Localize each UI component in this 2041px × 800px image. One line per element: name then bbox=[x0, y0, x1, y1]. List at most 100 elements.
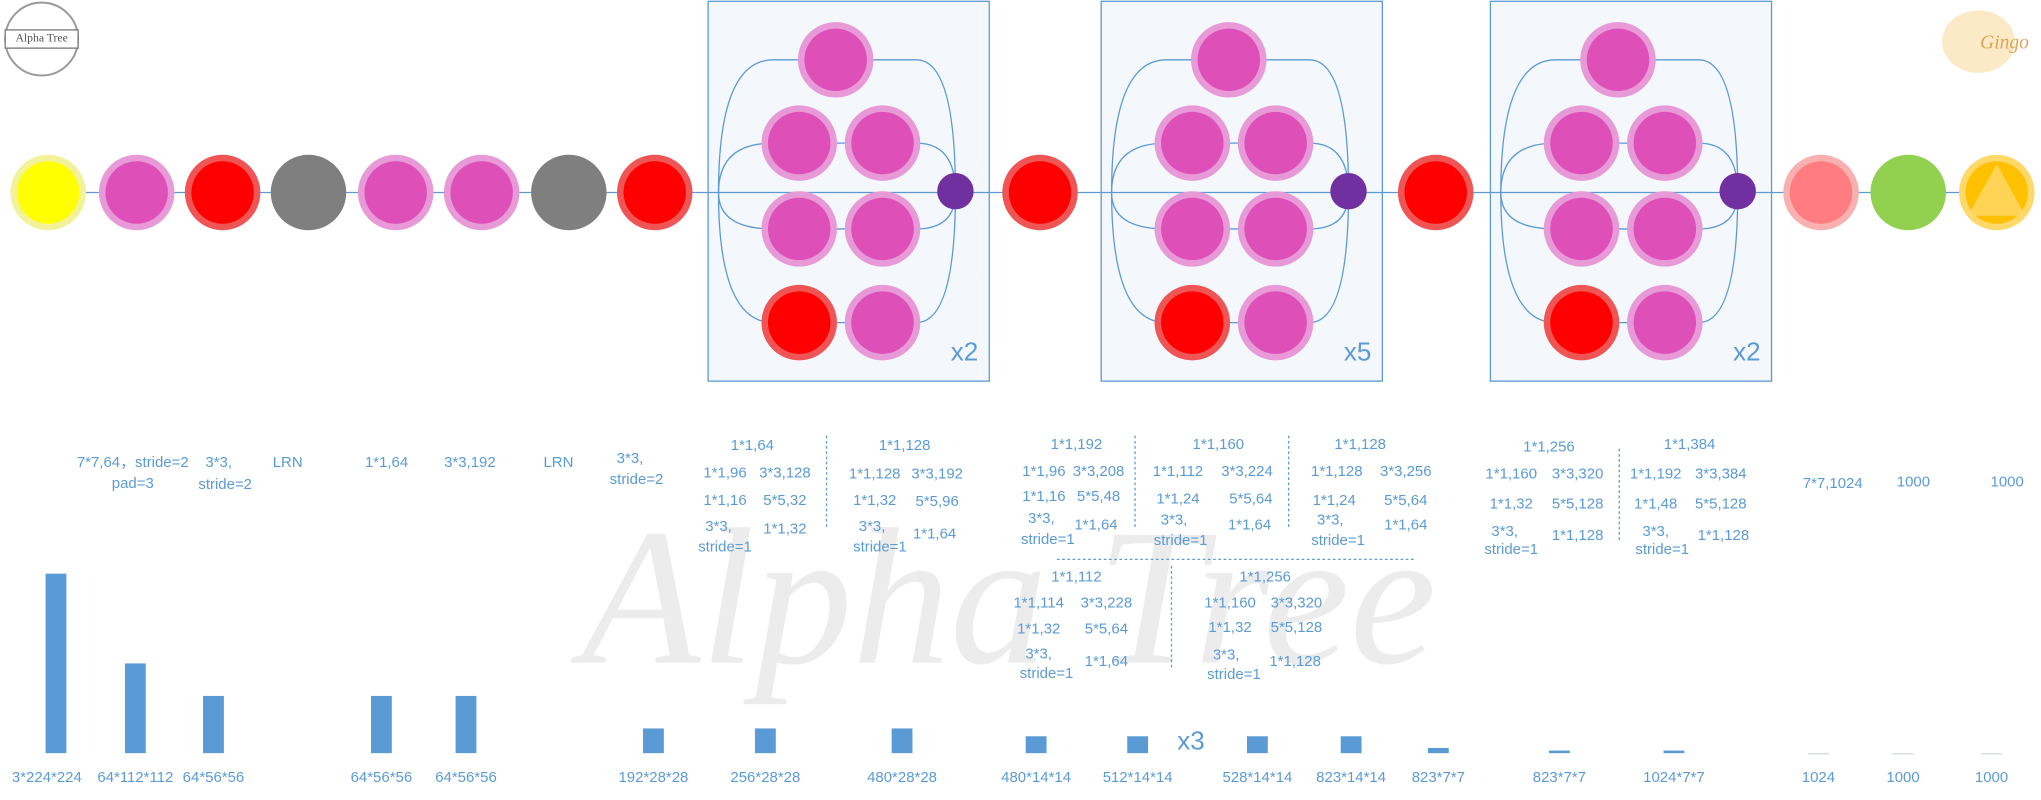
size-bar bbox=[1246, 736, 1268, 754]
shape-label: 1000 bbox=[1975, 769, 2008, 786]
node bbox=[1633, 197, 1697, 261]
layer-param: 5*5,64 bbox=[1085, 621, 1128, 638]
layer-param: 1*1,112 bbox=[1153, 463, 1203, 480]
layer-param: stride=1 bbox=[698, 539, 752, 556]
node bbox=[851, 197, 914, 261]
node bbox=[1161, 111, 1224, 175]
shape-label: 64*112*112 bbox=[97, 769, 173, 786]
layer-param: stride=1 bbox=[1635, 541, 1689, 558]
node bbox=[1550, 291, 1613, 354]
layer-param: 1*1,64 bbox=[1074, 516, 1117, 533]
size-bar bbox=[455, 695, 477, 754]
size-bar bbox=[1340, 736, 1362, 754]
repeat-label: x5 bbox=[1344, 337, 1371, 367]
layer-param: 1*1,160 bbox=[1485, 466, 1537, 483]
node bbox=[623, 161, 686, 224]
shape-label: 823*14*14 bbox=[1316, 769, 1386, 786]
node bbox=[191, 161, 254, 224]
layer-param: 3*3,128 bbox=[759, 464, 811, 481]
size-bar bbox=[124, 663, 146, 754]
layer-param: 1*1,64 bbox=[365, 454, 408, 471]
layer-param: 5*5,128 bbox=[1695, 496, 1747, 513]
node bbox=[851, 111, 914, 175]
layer-param: 1000 bbox=[1897, 474, 1930, 491]
shape-label: 64*56*56 bbox=[435, 769, 497, 786]
layer-param: 3*3,224 bbox=[1221, 463, 1273, 480]
node bbox=[1161, 197, 1224, 261]
layer-param: 3*3,228 bbox=[1081, 595, 1133, 612]
shape-label: 256*28*28 bbox=[730, 769, 800, 786]
watermark: Alpha Tree bbox=[570, 490, 1436, 706]
shape-label: 192*28*28 bbox=[618, 769, 688, 786]
logo-text: Alpha Tree bbox=[15, 32, 67, 45]
concat-node bbox=[1330, 173, 1367, 210]
shape-label: 528*14*14 bbox=[1222, 769, 1292, 786]
layer-param: stride=2 bbox=[610, 471, 664, 488]
brand-leaf bbox=[1942, 10, 2015, 73]
size-bar bbox=[643, 728, 664, 754]
layer-param: LRN bbox=[543, 454, 573, 471]
layer-param: LRN bbox=[273, 454, 303, 471]
layer-param: 5*5,64 bbox=[1384, 492, 1427, 509]
node bbox=[1633, 111, 1697, 175]
layer-param: stride=1 bbox=[1020, 665, 1074, 682]
node bbox=[804, 28, 867, 92]
layer-param: 1*1,32 bbox=[1208, 619, 1251, 636]
size-bar bbox=[1808, 753, 1829, 755]
brand-text: Gingo bbox=[1980, 33, 2029, 54]
node bbox=[1197, 28, 1261, 92]
layer-param: 3*3, bbox=[1025, 645, 1052, 662]
node bbox=[1550, 197, 1613, 261]
layer-param: 1*1,48 bbox=[1634, 496, 1677, 513]
layer-param: 1*1,114 bbox=[1013, 595, 1063, 612]
layer-param: 1000 bbox=[1991, 474, 2024, 491]
logo: Alpha Tree bbox=[4, 1, 80, 77]
size-bar bbox=[1025, 736, 1047, 754]
size-bar bbox=[370, 695, 392, 754]
layer-param: 1*1,256 bbox=[1523, 438, 1575, 455]
shape-label: 512*14*14 bbox=[1103, 769, 1173, 786]
layer-param: 1*1,160 bbox=[1204, 595, 1256, 612]
shape-label: 823*7*7 bbox=[1533, 769, 1586, 786]
shape-label: 1024*7*7 bbox=[1643, 769, 1705, 786]
layer-param: stride=1 bbox=[1207, 666, 1261, 683]
layer-param: stride=1 bbox=[1311, 532, 1365, 549]
layer-param: 1*1,96 bbox=[703, 464, 746, 481]
node bbox=[767, 291, 831, 354]
size-bar bbox=[1127, 736, 1149, 754]
size-bar bbox=[203, 695, 224, 754]
layer-param: 1*1,64 bbox=[1228, 516, 1271, 533]
layer-param: 5*5,32 bbox=[763, 492, 806, 509]
layer-param: 5*5,128 bbox=[1552, 496, 1604, 513]
layer-param: 1*1,16 bbox=[703, 492, 746, 509]
repeat-label: x2 bbox=[951, 337, 978, 367]
shape-label: 64*56*56 bbox=[183, 769, 245, 786]
layer-param: 1*1,32 bbox=[1490, 496, 1533, 513]
layer-param: 3*3, bbox=[705, 518, 732, 535]
shape-label: 823*7*7 bbox=[1412, 769, 1465, 786]
layer-param: stride=1 bbox=[1484, 541, 1538, 558]
layer-param: 3*3, bbox=[1213, 647, 1240, 664]
layer-param: 5*5,64 bbox=[1229, 490, 1272, 507]
node bbox=[105, 161, 168, 224]
size-bar bbox=[1892, 753, 1914, 755]
branch bbox=[717, 59, 957, 193]
layer-param: 5*5,48 bbox=[1077, 488, 1120, 505]
layer-param: stride=1 bbox=[1154, 532, 1208, 549]
node bbox=[1008, 161, 1072, 224]
shape-label: 480*14*14 bbox=[1001, 769, 1071, 786]
node bbox=[1244, 197, 1307, 261]
shape-label: 64*56*56 bbox=[351, 769, 413, 786]
node bbox=[1244, 291, 1307, 354]
layer-param: 1*1,32 bbox=[853, 492, 896, 509]
layer-param: stride=1 bbox=[1021, 531, 1075, 548]
shape-label: 3*224*224 bbox=[12, 769, 82, 786]
layer-param: 3*3, bbox=[205, 454, 232, 471]
layer-param: 1*1,128 bbox=[1698, 527, 1750, 544]
node bbox=[450, 161, 513, 224]
layer-param: stride=1 bbox=[853, 539, 907, 556]
node bbox=[1550, 111, 1613, 175]
layer-param: 3*3, bbox=[617, 450, 644, 467]
layer-param: 1*1,160 bbox=[1193, 436, 1245, 453]
